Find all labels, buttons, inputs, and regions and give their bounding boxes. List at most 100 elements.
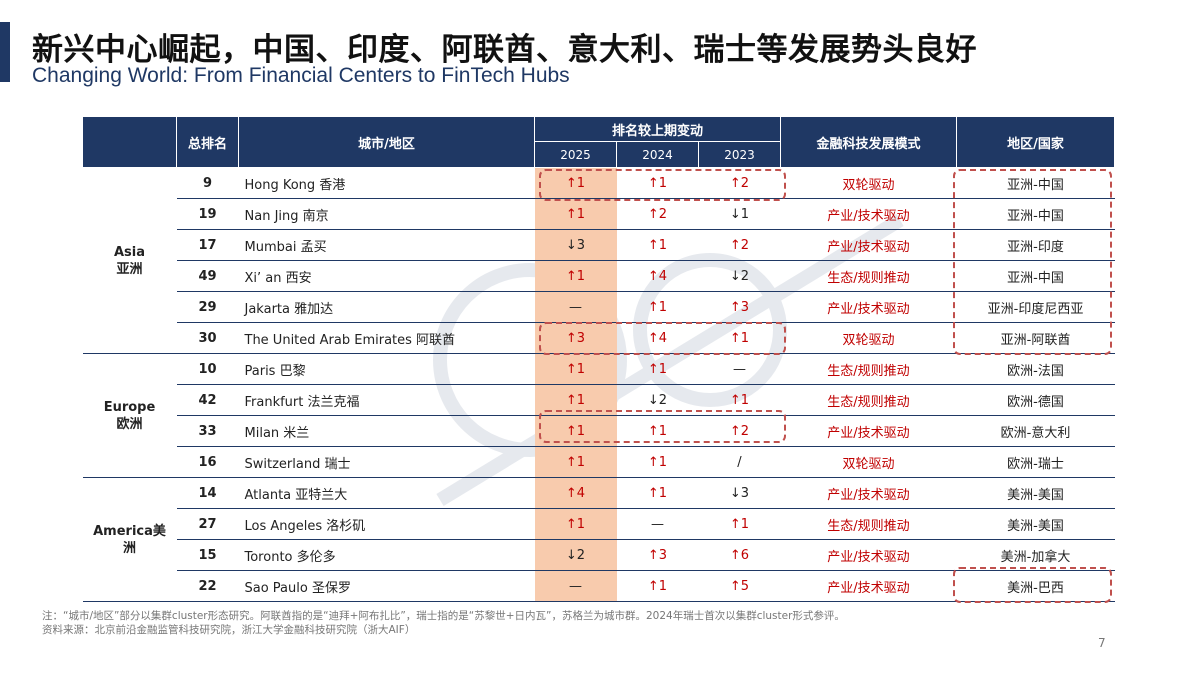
location-cell: 欧洲-意大利 [956, 415, 1115, 447]
region-label-line1: America美 [93, 523, 166, 539]
mode-cell: 生态/规则推动 [780, 384, 957, 416]
location-cell: 亚洲-阿联酋 [956, 322, 1115, 354]
change-2025-cell: ↑1 [534, 353, 617, 385]
city-cell: Paris 巴黎 [238, 353, 535, 385]
table-row: 17 Mumbai 孟买 ↓3 ↑1 ↑2 产业/技术驱动 亚洲-印度 [83, 229, 1115, 261]
change-2025-cell: ↑1 [534, 167, 617, 199]
table-row: 33 Milan 米兰 ↑1 ↑1 ↑2 产业/技术驱动 欧洲-意大利 [83, 415, 1115, 447]
change-2024-cell: ↑1 [616, 229, 699, 261]
rank-cell: 14 [176, 477, 239, 509]
change-2023-cell: ↑2 [698, 229, 781, 261]
change-2023-cell: ↓3 [698, 477, 781, 509]
rank-cell: 30 [176, 322, 239, 354]
change-2025-cell: — [534, 291, 617, 323]
rank-cell: 33 [176, 415, 239, 447]
change-2023-cell: ↑2 [698, 167, 781, 199]
rank-cell: 49 [176, 260, 239, 292]
region-label: America美洲 [82, 477, 177, 602]
rank-cell: 22 [176, 570, 239, 602]
header-mode: 金融科技发展模式 [780, 116, 957, 168]
table-row: 49 Xi’ an 西安 ↑1 ↑4 ↓2 生态/规则推动 亚洲-中国 [83, 260, 1115, 292]
table-row: 42 Frankfurt 法兰克福 ↑1 ↓2 ↑1 生态/规则推动 欧洲-德国 [83, 384, 1115, 416]
location-cell: 亚洲-印度尼西亚 [956, 291, 1115, 323]
change-2025-cell: ↓3 [534, 229, 617, 261]
change-2023-cell: — [698, 353, 781, 385]
change-2024-cell: ↑1 [616, 291, 699, 323]
change-2025-cell: ↑1 [534, 384, 617, 416]
change-2024-cell: ↓2 [616, 384, 699, 416]
table-row: 22 Sao Paulo 圣保罗 — ↑1 ↑5 产业/技术驱动 美洲-巴西 [83, 570, 1115, 602]
rank-cell: 17 [176, 229, 239, 261]
page-number: 7 [1098, 636, 1106, 650]
page-title: 新兴中心崛起，中国、印度、阿联酋、意大利、瑞士等发展势头良好 [32, 32, 977, 68]
header-rank: 总排名 [176, 116, 239, 168]
rank-cell: 15 [176, 539, 239, 571]
table-row: Asia 亚洲 9 Hong Kong 香港 ↑1 ↑1 ↑2 双轮驱动 亚洲-中国 [82, 167, 1115, 354]
footnote: 注：“城市/地区”部分以集群cluster形态研究。阿联酋指的是“迪拜+阿布扎比… [42, 610, 845, 622]
region-label-line2: 洲 [122, 540, 136, 556]
header-city: 城市/地区 [238, 116, 535, 168]
mode-cell: 双轮驱动 [780, 167, 957, 199]
region-label: Europe 欧洲 [82, 353, 177, 478]
change-2024-cell: ↑4 [616, 260, 699, 292]
rank-cell: 27 [176, 508, 239, 540]
mode-cell: 双轮驱动 [780, 322, 957, 354]
change-2023-cell: ↑1 [698, 508, 781, 540]
city-cell: Milan 米兰 [238, 415, 535, 447]
city-cell: Los Angeles 洛杉矶 [238, 508, 535, 540]
header-year-2023: 2023 [698, 141, 781, 168]
change-2025-cell: ↑4 [534, 477, 617, 509]
rank-cell: 42 [176, 384, 239, 416]
mode-cell: 产业/技术驱动 [780, 415, 957, 447]
location-cell: 美洲-美国 [956, 508, 1115, 540]
change-2024-cell: ↑4 [616, 322, 699, 354]
change-2023-cell: ↑1 [698, 322, 781, 354]
location-cell: 亚洲-印度 [956, 229, 1115, 261]
change-2023-cell: ↑3 [698, 291, 781, 323]
mode-cell: 产业/技术驱动 [780, 291, 957, 323]
mode-cell: 产业/技术驱动 [780, 539, 957, 571]
city-cell: Hong Kong 香港 [238, 167, 535, 199]
table-row: 15 Toronto 多伦多 ↓2 ↑3 ↑6 产业/技术驱动 美洲-加拿大 [83, 539, 1115, 571]
mode-cell: 生态/规则推动 [780, 353, 957, 385]
fintech-ranking-table: 总排名 城市/地区 排名较上期变动 金融科技发展模式 地区/国家 2025 20… [82, 116, 1115, 602]
mode-cell: 产业/技术驱动 [780, 477, 957, 509]
table-row: 27 Los Angeles 洛杉矶 ↑1— ↑1 生态/规则推动 美洲-美国 [83, 508, 1115, 540]
change-2023-cell: ↓1 [698, 198, 781, 230]
region-label-line2: 欧洲 [116, 416, 143, 432]
change-2025-cell: ↑1 [534, 260, 617, 292]
city-cell: Xi’ an 西安 [238, 260, 535, 292]
change-2023-cell: ↑1 [698, 384, 781, 416]
mode-cell: 生态/规则推动 [780, 508, 957, 540]
mode-cell: 产业/技术驱动 [780, 198, 957, 230]
location-cell: 亚洲-中国 [956, 198, 1115, 230]
location-cell: 美洲-巴西 [956, 570, 1115, 602]
city-cell: Switzerland 瑞士 [238, 446, 535, 478]
city-cell: Frankfurt 法兰克福 [238, 384, 535, 416]
change-2023-cell: ↓2 [698, 260, 781, 292]
header-location: 地区/国家 [956, 116, 1115, 168]
city-cell: Atlanta 亚特兰大 [238, 477, 535, 509]
header-region-blank [82, 116, 177, 168]
rank-cell: 19 [176, 198, 239, 230]
change-2024-cell: ↑3 [616, 539, 699, 571]
change-2024-cell: ↑2 [616, 198, 699, 230]
change-2024-cell: ↑1 [616, 353, 699, 385]
region-label: Asia 亚洲 [82, 167, 177, 354]
region-label-line1: Europe [103, 399, 156, 415]
change-2025-cell: ↓2 [534, 539, 617, 571]
location-cell: 欧洲-德国 [956, 384, 1115, 416]
change-2024-cell: ↑1 [616, 167, 699, 199]
change-2025-cell: — [534, 570, 617, 602]
table-row: 29 Jakarta 雅加达 — ↑1 ↑3 产业/技术驱动 亚洲-印度尼西亚 [83, 291, 1115, 323]
header-rank-change: 排名较上期变动 [534, 116, 781, 142]
table-row: 19 Nan Jing 南京 ↑1 ↑2 ↓1 产业/技术驱动 亚洲-中国 [83, 198, 1115, 230]
change-2024-cell: — [616, 508, 699, 540]
location-cell: 亚洲-中国 [956, 167, 1115, 199]
change-2024-cell: ↑1 [616, 415, 699, 447]
rank-cell: 29 [176, 291, 239, 323]
header-year-2025: 2025 [534, 141, 617, 168]
table-body: Asia 亚洲 9 Hong Kong 香港 ↑1 ↑1 ↑2 双轮驱动 亚洲-中国 19 Nan … [82, 167, 1115, 602]
rank-cell: 16 [176, 446, 239, 478]
table-row: Europe 欧洲 10 Paris 巴黎 ↑1 ↑1— 生态/规则推动 欧洲-法国 [82, 353, 1115, 478]
